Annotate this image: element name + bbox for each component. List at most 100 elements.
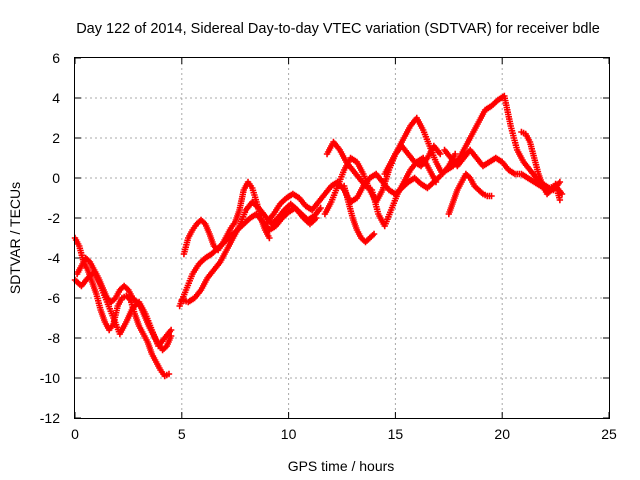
data-point-run [399,144,411,156]
data-point-run [496,93,506,103]
data-point [266,234,273,242]
data-point-run [549,182,558,192]
plot-frame [74,57,610,419]
data-point-run [210,246,220,256]
data-point-run [421,156,432,172]
data-point-run [476,188,485,196]
series-track-7 [264,170,444,226]
data-point-run [291,191,301,201]
data-point-run [220,234,229,246]
data-point-run [357,176,368,188]
data-point-run [282,202,293,212]
data-point-run [455,180,464,192]
data-point-run [203,251,214,261]
data-point-run [186,228,195,240]
y-axis-label: SDTVAR / TECUs [7,182,23,294]
data-point-run [72,236,82,248]
data-point [452,150,459,158]
data-point [556,178,564,186]
chart-title: Day 122 of 2014, Sidereal Day-to-day VTE… [76,21,600,37]
data-point-run [395,180,407,196]
data-point-run [202,222,212,236]
data-point-run [513,170,523,178]
data-point-run [354,228,364,240]
data-point-run [126,288,135,300]
data-point-run [194,218,203,226]
y-tick-label: 0 [52,170,60,186]
data-point-run [331,140,342,152]
series-track-8 [321,142,444,218]
data-point-run [216,242,225,252]
x-tick-label: 25 [601,426,617,442]
data-point-run [388,148,400,164]
data-point-run [242,216,252,226]
data-point-run [427,168,439,184]
y-tick-label: -8 [48,330,61,346]
data-point-run [104,301,116,319]
data-point-run [316,192,327,204]
data-point-run [455,156,466,168]
data-point-run [229,220,237,230]
data-point-run [368,171,378,181]
data-point-run [289,202,299,212]
data-point-run [420,129,432,147]
data-point-run [156,336,167,348]
data-point-run [308,216,318,226]
data-point-run [224,236,236,252]
data-point [556,196,564,204]
series-track-10 [340,182,378,246]
data-point-run [472,184,481,192]
y-tick-label: -12 [40,410,60,426]
data-point-run [192,288,203,300]
data-point-run [367,232,376,240]
data-point-run [519,171,530,181]
data-point-run [136,300,148,316]
data-point-run [117,320,129,336]
series-track-12 [443,92,566,198]
data-point-run [79,256,88,268]
y-tick-label: -6 [48,290,61,306]
series-track-14 [445,170,495,218]
data-point-run [186,295,197,305]
data-point-run [494,155,504,165]
data-point-run [149,352,159,364]
data-point-run [483,103,494,113]
data-point-run [197,256,207,266]
data-point [165,370,173,378]
data-point-run [141,332,150,344]
data-point-run [304,203,314,213]
data-point-run [354,184,366,200]
data-point-run [83,256,92,264]
x-tick-label: 10 [281,426,297,442]
data-point-run [205,268,216,280]
data-point-run [122,284,131,292]
data-point-run [246,180,255,190]
data-point-run [350,168,362,180]
data-point-run [124,294,133,302]
data-point-run [528,168,539,180]
data-point-run [265,212,276,224]
data-point-run [73,278,84,288]
data-point-run [388,193,400,211]
data-point-run [180,297,190,305]
data-point-run [408,160,419,172]
data-point-run [118,284,126,292]
data-point-run [468,148,479,160]
data-point-run [406,175,417,185]
data-point-run [198,276,210,292]
data-point-run [354,160,366,176]
data-point-run [310,200,321,212]
data-point-run [98,285,110,303]
y-tick-label: -4 [48,250,61,266]
data-point-run [91,270,103,288]
data-point [167,326,175,334]
data-point-run [241,180,251,192]
data-point-run [271,202,282,216]
data-point-run [123,306,135,324]
data-point-run [415,155,425,165]
data-point-run [515,148,526,164]
data-point-run [183,273,195,291]
data-point-run [79,276,90,288]
